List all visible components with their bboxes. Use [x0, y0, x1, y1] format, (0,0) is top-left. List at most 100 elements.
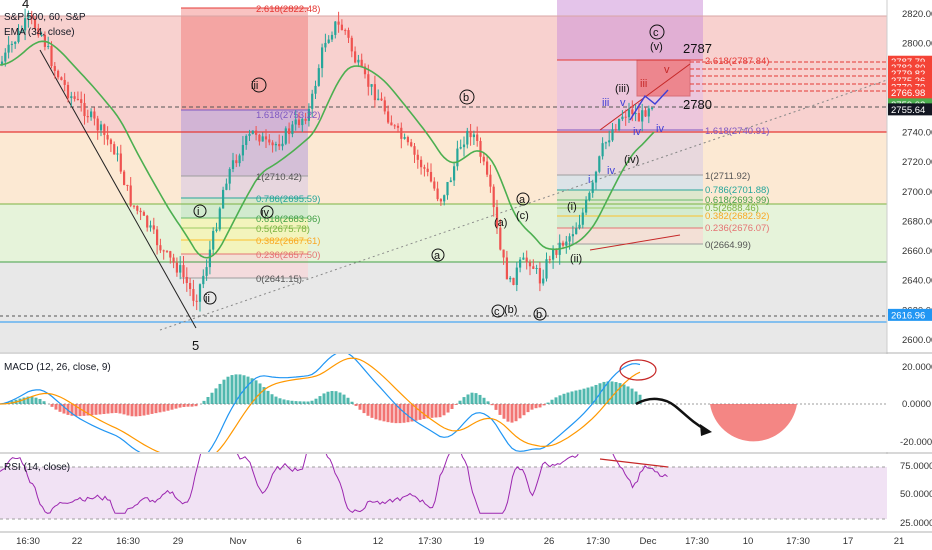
candle-body [423, 167, 426, 169]
candle-body [139, 210, 142, 213]
candle-body [436, 188, 439, 200]
price-axis[interactable]: 2820.002800.002780.002760.002740.002720.… [886, 0, 932, 530]
time-tick: 29 [173, 536, 184, 547]
candle-body [47, 45, 50, 47]
symbol-label: S&P 500, 60, S&P [4, 12, 86, 23]
macd-histogram-bar [122, 404, 126, 415]
macd-histogram-bar [162, 404, 166, 412]
macd-histogram-bar [410, 404, 414, 422]
time-tick: 17:30 [586, 536, 610, 547]
macd-histogram-bar [574, 390, 578, 404]
fib-right-0382: 0.382(2682.92) [705, 211, 769, 222]
macd-histogram-bar [78, 404, 82, 417]
macd-histogram-bar [458, 400, 462, 404]
macd-axis[interactable]: 20.0000 0.0000 -20.0000 [887, 354, 932, 452]
candle-body [357, 59, 360, 63]
candle-body [261, 136, 264, 142]
macd-histogram-bar [438, 404, 442, 418]
time-tick: 6 [296, 536, 301, 547]
candle-body [627, 109, 631, 118]
candle-body [347, 30, 350, 38]
macd-histogram-bar [214, 388, 218, 404]
macd-histogram-bar [594, 384, 598, 404]
wave-piv: (iv) [624, 154, 639, 166]
fib-right-2618: 2.618(2787.84) [705, 56, 769, 67]
candle-body [123, 171, 126, 185]
rsi-label: RSI (14, close) [4, 462, 70, 473]
price-highlight-label: 2755.64 [891, 105, 925, 116]
macd-histogram-bar [142, 404, 146, 416]
candle-body [403, 137, 406, 139]
wave-sub-iii: iii [602, 97, 609, 109]
candle-body [502, 249, 505, 258]
macd-histogram-bar [414, 404, 418, 421]
macd-histogram-bar [618, 383, 622, 404]
candle-body [360, 59, 363, 67]
candle-body [561, 242, 565, 246]
candle-body [27, 15, 30, 19]
macd-histogram-bar [570, 391, 574, 404]
macd-histogram-bar [310, 400, 314, 404]
candle-body [433, 181, 436, 189]
macd-histogram-bar [478, 394, 482, 404]
macd-histogram-bar [386, 404, 390, 423]
fib-left-05: 0.5(2675.78) [256, 224, 310, 235]
macd-histogram-bar [302, 401, 306, 404]
candle-body [515, 267, 518, 285]
macd-histogram-bar [530, 404, 534, 410]
macd-histogram-bar [166, 404, 170, 411]
fib-left-2618: 2.618(2822.48) [256, 4, 320, 15]
rsi-axis[interactable]: 75.0000 50.0000 25.0000 [887, 454, 932, 532]
macd-histogram-bar [322, 393, 326, 404]
macd-histogram-bar [230, 375, 234, 404]
macd-histogram-bar [274, 396, 278, 404]
macd-histogram-bar [30, 396, 34, 404]
macd-histogram-bar [586, 387, 590, 404]
candle-body [363, 66, 367, 75]
candle-body [93, 111, 96, 119]
macd-histogram-bar [434, 404, 438, 418]
candle-body [618, 119, 621, 131]
macd-histogram-bar [374, 404, 378, 420]
macd-histogram-bar [578, 389, 582, 404]
macd-histogram-bar [210, 392, 214, 404]
macd-histogram-bar [362, 404, 366, 414]
rsi-tick-75: 75.0000 [900, 461, 932, 472]
macd-histogram-bar [342, 394, 346, 404]
price-tick: 2680.00 [902, 216, 932, 227]
time-tick: 26 [544, 536, 555, 547]
candle-body [482, 156, 485, 162]
wave-ii-left: ii [205, 293, 210, 305]
macd-histogram-bar [446, 404, 450, 413]
candle-body [631, 109, 634, 114]
macd-histogram-bar [550, 399, 554, 404]
macd-histogram-bar [378, 404, 382, 421]
macd-histogram-bar [186, 404, 190, 407]
candle-body [396, 125, 400, 128]
candle-body [344, 30, 347, 32]
candle-body [449, 180, 452, 182]
candle-body [545, 259, 548, 279]
macd-histogram-bar [426, 404, 430, 419]
wave-pi: (i) [567, 201, 577, 213]
candle-body [90, 111, 93, 118]
macd-histogram-bar [418, 404, 422, 420]
time-axis[interactable]: 16:30 22 16:30 29 Nov 6 12 17:30 19 26 17:30 Dec 17:… [16, 536, 904, 547]
macd-histogram-bar [382, 404, 386, 422]
candle-body [492, 186, 495, 208]
candle-body [179, 265, 182, 273]
macd-histogram-bar [106, 404, 110, 414]
macd-histogram-bar [498, 404, 502, 415]
candle-body [535, 268, 538, 270]
candle-body [152, 225, 155, 230]
macd-histogram-bar [202, 400, 206, 404]
time-tick: 17:30 [418, 536, 442, 547]
candle-body [486, 161, 489, 175]
candle-body [288, 128, 291, 135]
candle-body [387, 111, 390, 123]
wave-iii-left: iii [251, 80, 258, 92]
candle-body [175, 262, 178, 273]
macd-histogram-bar [282, 399, 286, 404]
macd-histogram-bar [146, 404, 150, 415]
